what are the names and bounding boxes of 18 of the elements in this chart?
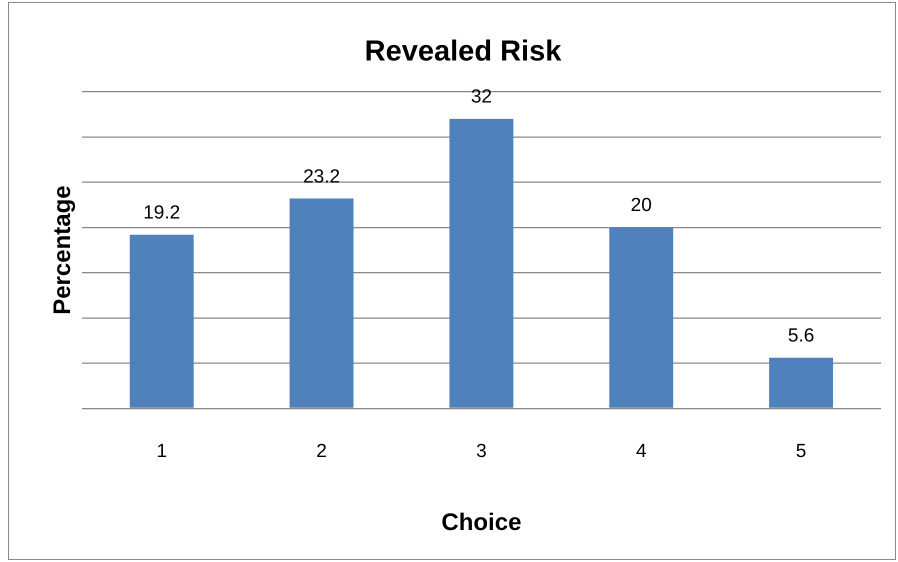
bar	[609, 227, 674, 408]
x-tick-label: 4	[636, 441, 647, 462]
data-label: 19.2	[143, 202, 180, 224]
bar	[290, 198, 354, 408]
y-axis-title: Percentage	[49, 185, 76, 315]
x-tick-label: 5	[796, 441, 806, 462]
x-tick-label: 2	[316, 441, 327, 462]
bar	[769, 358, 834, 408]
data-label: 23.2	[303, 166, 340, 188]
data-label: 20	[630, 195, 652, 216]
x-tick-label: 3	[476, 441, 487, 462]
chart-title: Revealed Risk	[364, 35, 562, 68]
bar	[449, 118, 514, 408]
data-label: 32	[470, 86, 492, 108]
bar	[130, 234, 194, 408]
x-axis-title: Choice	[441, 509, 522, 536]
data-label: 5.6	[788, 325, 814, 346]
x-tick-label: 1	[156, 441, 168, 462]
